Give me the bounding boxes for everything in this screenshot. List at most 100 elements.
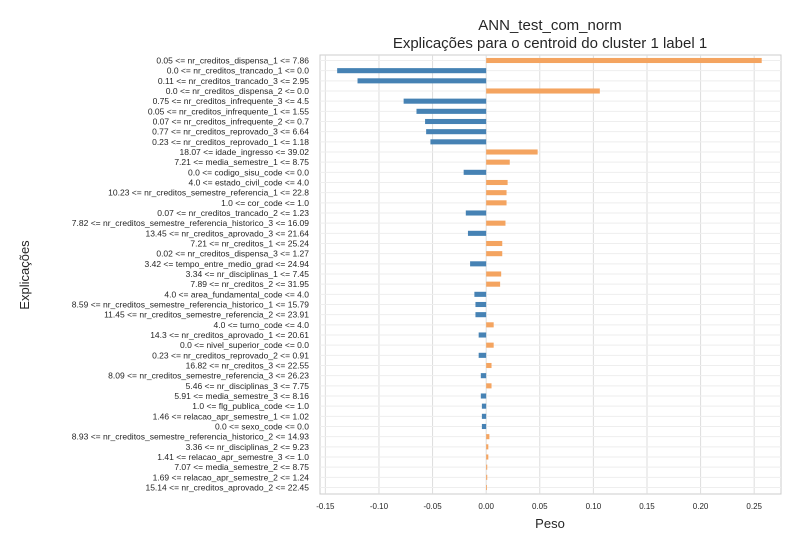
bar	[486, 281, 501, 287]
chart-title: ANN_test_com_norm	[478, 17, 621, 34]
y-tick-label: 0.0 <= codigo_sisu_code <= 0.0	[188, 167, 309, 177]
y-tick-label: 7.82 <= nr_creditos_semestre_referencia_…	[72, 218, 309, 228]
bar	[486, 159, 510, 165]
y-tick-label: 8.59 <= nr_creditos_semestre_referencia_…	[72, 300, 309, 310]
bar	[486, 179, 508, 186]
x-tick-labels: -0.15 -0.10 -0.05 0.00 0.05 0.10 0.15 0.20 0.25	[316, 502, 762, 511]
y-tick-label: 10.23 <= nr_creditos_semestre_referencia…	[108, 188, 309, 198]
y-tick-label: 0.75 <= nr_creditos_infrequente_3 <= 4.5	[153, 96, 310, 106]
bar	[486, 251, 503, 257]
y-tick-label: 0.11 <= nr_creditos_trancado_3 <= 2.95	[158, 76, 309, 86]
y-tick-label: 5.91 <= media_semestre_3 <= 8.16	[174, 391, 309, 401]
bar	[481, 413, 487, 419]
bar	[416, 108, 487, 114]
y-tick-label: 5.46 <= nr_disciplinas_3 <= 7.75	[186, 381, 310, 391]
bar	[481, 423, 487, 430]
y-tick-label: 1.0 <= cor_code <= 1.0	[221, 198, 309, 208]
x-tick-label: -0.05	[423, 502, 442, 511]
y-tick-label: 3.34 <= nr_disciplinas_1 <= 7.45	[186, 269, 310, 279]
bar	[426, 129, 487, 135]
x-tick-label: 0.20	[693, 502, 709, 511]
x-tick-label: -0.15	[316, 502, 335, 511]
y-tick-label: 3.36 <= nr_disciplinas_2 <= 9.23	[186, 442, 310, 452]
bar	[486, 362, 492, 369]
bar	[430, 139, 487, 145]
y-tick-label: 0.0 <= nr_creditos_trancado_1 <= 0.0	[167, 66, 310, 76]
bar	[337, 68, 487, 74]
bar	[486, 444, 489, 450]
bar	[486, 88, 600, 94]
x-tick-label: 0.05	[532, 502, 548, 511]
y-tick-label: 0.02 <= nr_creditos_dispensa_3 <= 1.27	[156, 249, 309, 259]
bar	[467, 230, 487, 236]
y-tick-label: 8.09 <= nr_creditos_semestre_referencia_…	[108, 371, 309, 381]
y-tick-label: 0.0 <= sexo_code <= 0.0	[215, 422, 309, 432]
bar	[475, 312, 487, 318]
bar	[486, 454, 489, 460]
x-axis-label: Peso	[535, 516, 565, 531]
y-tick-label: 7.07 <= media_semestre_2 <= 8.75	[174, 462, 309, 472]
chart-subtitle: Explicações para o centroid do cluster 1…	[393, 35, 707, 52]
y-tick-label: 15.14 <= nr_creditos_aprovado_2 <= 22.45	[145, 483, 309, 493]
bar	[486, 149, 538, 155]
y-tick-label: 4.0 <= area_fundamental_code <= 4.0	[164, 289, 309, 299]
bar	[480, 393, 487, 399]
bar	[480, 373, 487, 379]
bar	[486, 322, 494, 328]
bar	[481, 403, 487, 409]
y-tick-label: 4.0 <= estado_civil_code <= 4.0	[188, 178, 309, 188]
x-tick-label: 0.15	[639, 502, 655, 511]
bar	[478, 332, 487, 338]
bar	[486, 271, 502, 277]
x-tick-label: -0.10	[370, 502, 389, 511]
y-tick-label: 11.45 <= nr_creditos_semestre_referencia…	[104, 310, 309, 320]
y-tick-label: 1.41 <= relacao_apr_semestre_3 <= 1.0	[157, 452, 309, 462]
y-tick-label: 4.0 <= turno_code <= 4.0	[214, 320, 310, 330]
y-tick-label: 14.3 <= nr_creditos_aprovado_1 <= 20.61	[150, 330, 309, 340]
y-tick-label: 13.45 <= nr_creditos_aprovado_3 <= 21.64	[145, 228, 309, 238]
bar	[403, 98, 487, 104]
y-tick-label: 0.23 <= nr_creditos_reprovado_2 <= 0.91	[152, 350, 309, 360]
bar	[478, 352, 487, 358]
y-tick-label: 3.42 <= tempo_entre_medio_grad <= 24.94	[145, 259, 310, 269]
y-tick-label: 1.69 <= relacao_apr_semestre_2 <= 1.24	[153, 472, 310, 482]
y-tick-label: 0.77 <= nr_creditos_reprovado_3 <= 6.64	[152, 127, 309, 137]
y-tick-label: 7.21 <= media_semestre_1 <= 8.75	[174, 157, 309, 167]
y-tick-label: 0.05 <= nr_creditos_infrequente_1 <= 1.5…	[148, 106, 309, 116]
x-tick-label: 0.10	[586, 502, 602, 511]
y-axis-label: Explicações	[17, 240, 32, 310]
bar	[486, 240, 503, 247]
bar	[486, 220, 506, 226]
bar	[486, 434, 490, 440]
bar	[425, 118, 487, 125]
y-tick-label: 0.0 <= nr_creditos_dispensa_2 <= 0.0	[166, 86, 309, 96]
bar	[470, 261, 487, 267]
y-tick-label: 16.82 <= nr_creditos_3 <= 22.55	[186, 361, 310, 371]
bar	[486, 383, 492, 389]
bar	[475, 301, 487, 308]
bars	[337, 57, 762, 491]
y-tick-label: 1.0 <= flg_publica_code <= 1.0	[192, 401, 309, 411]
y-tick-label: 1.46 <= relacao_apr_semestre_1 <= 1.02	[153, 411, 310, 421]
bar	[486, 200, 507, 206]
bar	[486, 474, 488, 480]
bar	[463, 169, 487, 175]
y-tick-label: 0.05 <= nr_creditos_dispensa_1 <= 7.86	[156, 56, 309, 66]
bar	[486, 57, 762, 64]
y-tick-label: 7.89 <= nr_creditos_2 <= 31.95	[190, 279, 309, 289]
y-tick-label: 18.07 <= idade_ingresso <= 39.02	[180, 147, 310, 157]
bar	[465, 210, 487, 216]
y-tick-label: 0.0 <= nivel_superior_code <= 0.0	[180, 340, 309, 350]
x-tick-label: 0.25	[746, 502, 762, 511]
y-tick-label: 7.21 <= nr_creditos_1 <= 25.24	[190, 239, 309, 249]
y-tick-label: 8.93 <= nr_creditos_semestre_referencia_…	[72, 432, 309, 442]
bar	[357, 78, 487, 84]
y-tick-labels: 0.05 <= nr_creditos_dispensa_1 <= 7.860.…	[72, 56, 309, 493]
bar	[486, 342, 494, 348]
y-tick-label: 0.07 <= nr_creditos_trancado_2 <= 1.23	[157, 208, 309, 218]
x-tick-label: 0.00	[478, 502, 494, 511]
y-tick-label: 0.23 <= nr_creditos_reprovado_1 <= 1.18	[152, 137, 309, 147]
y-tick-label: 0.07 <= nr_creditos_infrequente_2 <= 0.7	[153, 117, 310, 127]
